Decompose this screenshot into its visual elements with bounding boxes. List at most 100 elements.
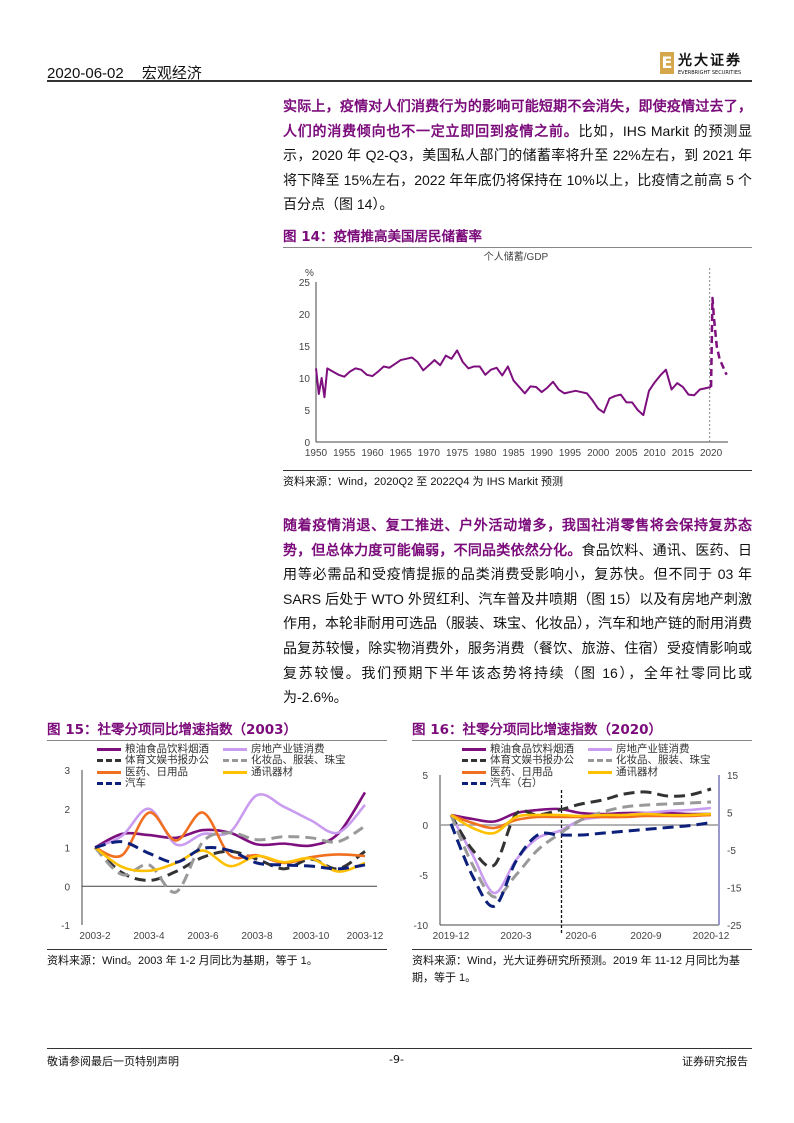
x-tick-label: 2019-12 [433, 931, 470, 942]
footer-report-type: 证券研究报告 [682, 1055, 748, 1068]
figure-16-title: 图 16：社零分项同比增速指数（2020） [412, 721, 663, 738]
y-tick-label: -1 [61, 921, 70, 932]
y-tick-label: 5 [422, 771, 428, 782]
legend-item: 汽车（右） [462, 778, 543, 789]
legend-label: 通讯器材 [616, 765, 658, 778]
page-number: -9- [389, 1053, 404, 1066]
y-tick-label: 1 [64, 843, 70, 854]
figure-14-chart: 个人储蓄/GDP% 0 5 10 15 20 25 1950 1955 1960 1965 1970 1… [299, 250, 728, 459]
main-content: 实际上，疫情对人们消费行为的影响可能短期不会消失，即使疫情过去了，人们的消费倾向… [47, 94, 752, 987]
x-tick-label: 1965 [390, 448, 413, 459]
legend-label: 汽车（右） [490, 777, 543, 790]
figure-14-bottom-rule [283, 469, 752, 471]
figure-16-bottom-rule [412, 948, 752, 950]
legend-item: 化妆品、服装、珠宝 [223, 755, 346, 766]
legend-swatch [97, 782, 121, 786]
legend-label: 房地产业链消费 [251, 742, 325, 755]
chart-title: 个人储蓄/GDP [484, 250, 549, 263]
figure-15-legend: 粮油食品饮料烟酒 房地产业链消费 体育文娱书报办公 化妆品、服装、珠宝 医药、日用品 通讯… [47, 741, 387, 811]
y-tick-label: 15 [299, 342, 311, 353]
figure-16-source: 资料来源：Wind，光大证券研究所预测。2019 年 11-12 月同比为基期，… [412, 954, 741, 984]
right-y-tick-label: -5 [727, 846, 736, 857]
figure-15-bottom-rule [47, 948, 387, 950]
y-tick-label: 0 [422, 821, 428, 832]
series-line [94, 811, 366, 865]
y-axis-unit: % [305, 268, 314, 279]
legend-item: 房地产业链消费 [223, 742, 325, 755]
x-tick-label: 1970 [418, 448, 441, 459]
series-forecast [709, 296, 728, 387]
series-line [449, 820, 712, 908]
header-rule [47, 80, 752, 82]
legend-swatch [97, 770, 121, 774]
x-tick-label: 2020-6 [565, 931, 597, 942]
legend-item: 体育文娱书报办公 [97, 755, 209, 766]
x-tick-label: 1985 [502, 448, 525, 459]
legend-item: 体育文娱书报办公 [462, 755, 574, 766]
x-tick-label: 1950 [305, 448, 328, 459]
paragraph-text: 比如，IHS Markit 的预测显示，2020 年 Q2-Q3，美国私人部门的… [283, 122, 752, 213]
series-line [450, 812, 712, 835]
x-tick-label: 2020 [700, 448, 723, 459]
legend-item: 房地产业链消费 [588, 742, 690, 755]
x-tick-label: 2020-12 [693, 931, 730, 942]
legend-label: 汽车 [125, 777, 146, 790]
right-y-tick-label: -15 [727, 883, 742, 894]
legend-item: 医药、日用品 [462, 765, 553, 778]
series-line [93, 824, 366, 894]
y-tick-label: 25 [299, 278, 311, 289]
legend-item: 汽车 [97, 778, 146, 789]
right-y-tick-label: 5 [727, 808, 733, 819]
legend-swatch [462, 782, 486, 786]
figure-14-source: 资料来源：Wind，2020Q2 至 2022Q4 为 IHS Markit 预… [283, 475, 563, 488]
legend-item: 粮油食品饮料烟酒 [462, 743, 574, 755]
footer-rule [47, 1048, 752, 1049]
legend-label: 通讯器材 [251, 765, 293, 778]
x-tick-label: 1980 [474, 448, 497, 459]
legend-item: 医药、日用品 [97, 765, 188, 778]
footer-disclaimer: 敬请参阅最后一页特别声明 [47, 1055, 179, 1068]
y-tick-label: 0 [304, 438, 310, 449]
y-tick-label: 3 [64, 766, 70, 777]
x-tick-label: 2005 [615, 448, 638, 459]
series-actual [315, 349, 712, 417]
legend-label: 医药、日用品 [125, 765, 188, 778]
legend-label: 化妆品、服装、珠宝 [616, 754, 711, 767]
figure-15-source: 资料来源：Wind。2003 年 1-2 月同比为基期，等于 1。 [47, 954, 318, 967]
legend-swatch [588, 770, 612, 774]
legend-swatch [223, 747, 247, 751]
x-tick-label: 1990 [531, 448, 554, 459]
figure-14-title: 图 14：疫情推高美国居民储蓄率 [283, 228, 482, 245]
y-tick-label: 10 [299, 374, 311, 385]
x-tick-label: 2003-6 [187, 931, 219, 942]
logo-text: 光大证券 [678, 53, 742, 69]
x-tick-label: 2003-4 [133, 931, 165, 942]
paragraph-text: 食品饮料、通讯、医药、日用等必需品和受疫情提振的品类消费受影响小，复苏快。但不同… [283, 541, 752, 706]
paragraph-retail: 随着疫情消退、复工推进、户外活动增多，我国社消零售将会保持复苏态势，但总体力度可… [283, 513, 752, 710]
x-tick-label: 2003-8 [241, 931, 273, 942]
series-line [449, 800, 712, 899]
legend-label: 医药、日用品 [490, 765, 553, 778]
y-tick-label: -10 [414, 921, 429, 932]
report-date: 2020-06-02 [47, 65, 124, 82]
logo-subtext: EVERBRIGHT SECURITIES [678, 70, 742, 76]
series-line [449, 787, 712, 868]
x-tick-label: 2010 [644, 448, 667, 459]
x-tick-label: 1975 [446, 448, 469, 459]
series-line [450, 807, 712, 823]
figure-15-title: 图 15：社零分项同比增速指数（2003） [47, 721, 298, 738]
x-tick-label: 2000 [587, 448, 610, 459]
legend-swatch [462, 747, 486, 751]
x-tick-label: 2003-10 [293, 931, 330, 942]
y-tick-label: 0 [64, 882, 70, 893]
legend-swatch [223, 759, 247, 763]
x-tick-label: 1955 [333, 448, 356, 459]
legend-label: 房地产业链消费 [616, 742, 690, 755]
legend-swatch [588, 747, 612, 751]
x-tick-label: 2020-3 [500, 931, 532, 942]
y-tick-label: 2 [64, 804, 70, 815]
legend-swatch [462, 759, 486, 763]
figure-14: 图 14：疫情推高美国居民储蓄率 个人储蓄/GDP% 0 5 10 15 20 25 1950… [283, 227, 752, 491]
figure-16-legend: 粮油食品饮料烟酒 房地产业链消费体育文娱书报办公 化妆品、服装、珠宝医药、日用品 通讯… [412, 741, 752, 811]
